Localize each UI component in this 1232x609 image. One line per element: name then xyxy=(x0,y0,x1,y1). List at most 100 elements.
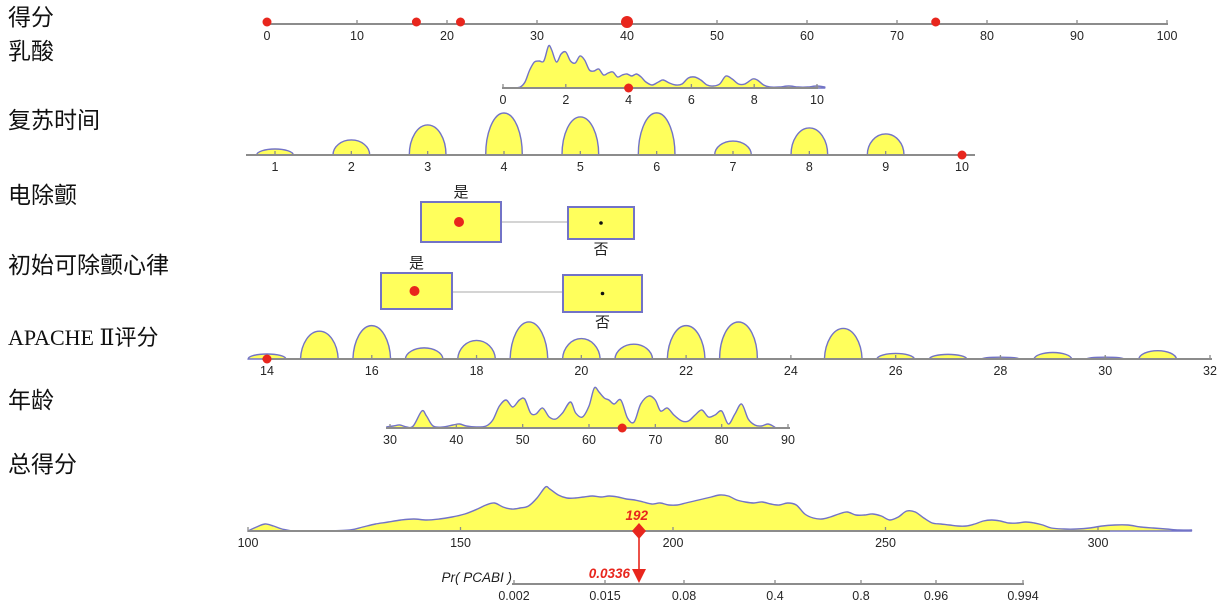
defibrillation-boxes: 是否 xyxy=(420,185,635,258)
tick-label: 70 xyxy=(890,29,904,43)
points-dot xyxy=(931,17,941,27)
tick-label: 200 xyxy=(663,536,684,550)
age-density-value-dot xyxy=(617,423,627,433)
points-dot xyxy=(262,17,272,27)
tick-label: 50 xyxy=(516,433,530,447)
apache2-density: 14 16 18 20 22 24 26 28 30 32 xyxy=(247,321,1217,378)
initial-shockable-rhythm-boxes: 是否 xyxy=(380,256,643,331)
lactate-density-value-dot xyxy=(624,83,634,93)
tick-label: 0 xyxy=(500,93,507,107)
tick-label: 0.8 xyxy=(852,589,869,603)
apache2-density-bump xyxy=(718,321,759,360)
tick-label: 40 xyxy=(449,433,463,447)
tick-label: 7 xyxy=(730,160,737,174)
tick-label: 14 xyxy=(260,364,274,378)
probability-value: 0.0336 xyxy=(589,566,631,581)
apache2-density-bump xyxy=(509,321,549,360)
apache2-density-bump xyxy=(352,324,392,360)
tick-label: 100 xyxy=(1157,29,1178,43)
tick-label: 6 xyxy=(653,160,660,174)
tick-label: 10 xyxy=(955,160,969,174)
tick-label: 3 xyxy=(424,160,431,174)
apache2-density-bump xyxy=(299,330,339,360)
category-dot xyxy=(600,291,605,296)
tick-label: 10 xyxy=(810,93,824,107)
resuscitation-time-density-bump xyxy=(637,112,676,156)
total-score-density: 100 150 200 250 300 192 xyxy=(238,485,1193,550)
tick-label: 32 xyxy=(1203,364,1217,378)
tick-label: 8 xyxy=(806,160,813,174)
row-label-age: 年龄 xyxy=(8,388,54,413)
tick-label: 300 xyxy=(1088,536,1109,550)
tick-label: 30 xyxy=(383,433,397,447)
row-label-total-score: 总得分 xyxy=(8,452,77,477)
apache2-density-bump xyxy=(456,339,497,360)
apache2-density-bump xyxy=(561,337,601,360)
tick-label: 90 xyxy=(781,433,795,447)
age-density-curve xyxy=(385,386,776,429)
tick-label: 16 xyxy=(365,364,379,378)
resuscitation-time-density-bump xyxy=(790,127,829,156)
points-dot xyxy=(456,17,465,27)
lactate-density: 0 2 4 6 8 10 xyxy=(500,44,826,107)
tick-label: 30 xyxy=(1098,364,1112,378)
total-score-value: 192 xyxy=(625,508,648,523)
tick-label: 22 xyxy=(679,364,693,378)
tick-label: 250 xyxy=(875,536,896,550)
resuscitation-time-density-bump xyxy=(713,140,753,156)
tick-label: 150 xyxy=(450,536,471,550)
tick-label: 80 xyxy=(715,433,729,447)
apache2-density-bump xyxy=(404,347,444,360)
tick-label: 1 xyxy=(272,160,279,174)
total-score-marker xyxy=(632,523,646,539)
resuscitation-time-density-value-dot xyxy=(957,150,967,160)
tick-label: 9 xyxy=(882,160,889,174)
points-dot xyxy=(621,16,633,28)
tick-label: 0.96 xyxy=(924,589,948,603)
apache2-density-bump xyxy=(1033,351,1073,360)
resuscitation-time-density-bump xyxy=(484,112,524,156)
apache2-density-bump xyxy=(928,353,968,360)
probability-axis: 0.002 0.015 0.08 0.4 0.8 0.96 0.994 0.0336 xyxy=(498,538,1039,603)
selected-value-dot xyxy=(409,286,420,296)
apache2-density-bump xyxy=(823,327,863,360)
total-score-density-curve xyxy=(247,485,1193,532)
box-label: 否 xyxy=(593,242,608,258)
category-dot xyxy=(599,221,603,225)
tick-label: 0.08 xyxy=(672,589,696,603)
box-label: 否 xyxy=(595,315,610,331)
age-density: 30 40 50 60 70 80 90 xyxy=(383,386,795,447)
row-label-initial-rhythm: 初始可除颤心律 xyxy=(8,253,169,278)
apache2-density-value-dot xyxy=(262,354,272,364)
box-label: 是 xyxy=(453,185,468,201)
tick-label: 4 xyxy=(501,160,508,174)
lactate-density-curve xyxy=(513,44,826,89)
tick-label: 40 xyxy=(620,29,634,43)
tick-label: 5 xyxy=(577,160,584,174)
tick-label: 0 xyxy=(264,29,271,43)
row-label-score: 得分 xyxy=(8,5,54,30)
tick-label: 20 xyxy=(440,29,454,43)
apache2-density-bump xyxy=(666,324,706,360)
tick-label: 70 xyxy=(648,433,662,447)
tick-label: 0.002 xyxy=(498,589,529,603)
tick-label: 60 xyxy=(800,29,814,43)
tick-label: 2 xyxy=(348,160,355,174)
tick-label: 80 xyxy=(980,29,994,43)
tick-label: 28 xyxy=(993,364,1007,378)
resuscitation-time-density-bump xyxy=(866,133,905,156)
row-label-resuscitation: 复苏时间 xyxy=(8,108,100,133)
tick-label: 26 xyxy=(889,364,903,378)
tick-label: 24 xyxy=(784,364,798,378)
tick-label: 0.4 xyxy=(766,589,783,603)
tick-label: 0.015 xyxy=(589,589,620,603)
resuscitation-time-density-bump xyxy=(332,139,371,156)
selected-value-dot xyxy=(454,217,464,227)
row-label-defibrillation: 电除颤 xyxy=(8,183,77,208)
tick-label: 90 xyxy=(1070,29,1084,43)
pr-pcabi-label: Pr( PCABI ) xyxy=(441,570,512,585)
apache2-density-bump xyxy=(1137,349,1178,360)
probability-arrowhead xyxy=(632,569,646,583)
apache2-density-bump xyxy=(614,343,654,360)
